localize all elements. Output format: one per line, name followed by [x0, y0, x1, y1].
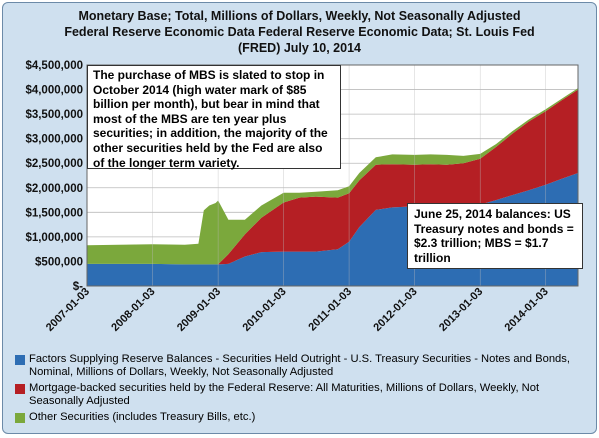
- legend-label-treasury: Factors Supplying Reserve Balances - Sec…: [29, 353, 570, 379]
- chart-legend: Factors Supplying Reserve Balances - Sec…: [15, 353, 587, 426]
- series-area-mbs: [87, 89, 578, 265]
- y-tick-label: $2,500,000: [25, 158, 83, 170]
- legend-swatch-other: [15, 412, 25, 423]
- legend-swatch-mbs: [15, 383, 25, 394]
- legend-swatch-treasury: [15, 355, 25, 365]
- chart-frame: Monetary Base; Total, Millions of Dollar…: [2, 2, 597, 434]
- x-tick-label: 2012-01-03: [371, 286, 419, 334]
- legend-item-mbs: Mortgage-backed securities held by the F…: [15, 382, 587, 409]
- x-tick-label: 2007-01-03: [44, 286, 92, 334]
- mbs-annotation: The purchase of MBS is slated to stop in…: [87, 65, 341, 170]
- x-tick-label: 2011-01-03: [306, 286, 354, 334]
- x-tick-label: 2009-01-03: [175, 286, 223, 334]
- chart-title-line-2: Federal Reserve Economic Data Federal Re…: [64, 25, 535, 39]
- y-tick-label: $3,500,000: [25, 109, 83, 121]
- y-tick-label: $4,000,000: [25, 85, 83, 97]
- y-tick-label: $-: [73, 281, 83, 293]
- x-tick-label: 2010-01-03: [240, 286, 288, 334]
- legend-item-other: Other Securities (includes Treasury Bill…: [15, 411, 587, 424]
- y-tick-label: $2,000,000: [25, 183, 83, 195]
- series-area-other: [87, 88, 578, 265]
- y-tick-label: $500,000: [35, 256, 83, 268]
- legend-label-other: Other Securities (includes Treasury Bill…: [29, 410, 256, 423]
- x-tick-label: 2014-01-03: [503, 286, 551, 334]
- x-tick-label: 2008-01-03: [109, 286, 157, 334]
- y-tick-label: $1,500,000: [25, 207, 83, 219]
- legend-item-treasury: Factors Supplying Reserve Balances - Sec…: [15, 353, 587, 380]
- y-tick-label: $1,000,000: [25, 232, 83, 244]
- x-tick-label: 2013-01-03: [437, 286, 485, 334]
- y-tick-label: $4,500,000: [25, 60, 83, 72]
- chart-title-line-1: Monetary Base; Total, Millions of Dollar…: [78, 9, 521, 23]
- legend-label-mbs: Mortgage-backed securities held by the F…: [29, 381, 540, 408]
- chart-title-line-3: (FRED) July 10, 2014: [238, 41, 361, 55]
- y-tick-label: $3,000,000: [25, 134, 83, 146]
- balances-annotation: June 25, 2014 balances: US Treasury note…: [407, 203, 583, 269]
